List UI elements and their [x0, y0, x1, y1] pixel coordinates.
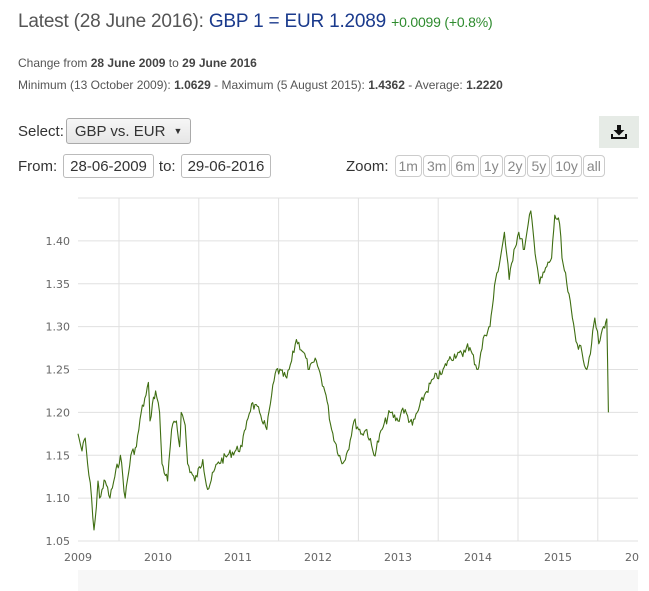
x-tick-label: 2013: [384, 551, 412, 564]
change-range-text: Change from 28 June 2009 to 29 June 2016: [18, 56, 257, 70]
latest-rate: GBP 1 = EUR 1.2089: [208, 11, 387, 32]
x-tick-label: 2014: [464, 551, 492, 564]
x-axis: 2009 2010 2011 2012 2013 2014 2015 20: [64, 551, 639, 564]
zoom-button-1y[interactable]: 1y: [479, 155, 503, 177]
avg-value: 1.2220: [466, 78, 503, 92]
max-value: 1.4362: [368, 78, 405, 92]
change-from-prefix: Change from: [18, 56, 88, 70]
zoom-button-1m[interactable]: 1m: [394, 155, 422, 177]
date-range-row: From: 28-06-2009 to: 29-06-2016: [18, 154, 272, 178]
x-tick-label: 2010: [144, 551, 172, 564]
zoom-label: Zoom:: [346, 157, 389, 175]
change-to-word: to: [168, 56, 179, 70]
zoom-button-6m[interactable]: 6m: [451, 155, 479, 177]
from-label: From:: [18, 157, 58, 175]
change-from-date: 28 June 2009: [90, 56, 166, 70]
currency-select-row: Select: GBP vs. EUR ▼: [18, 118, 192, 144]
y-tick-label: 1.40: [46, 235, 71, 248]
x-tick-label: 2011: [224, 551, 252, 564]
currency-pair-select[interactable]: GBP vs. EUR ▼: [65, 118, 192, 144]
y-tick-label: 1.20: [46, 406, 71, 419]
change-to-date: 29 June 2016: [182, 56, 257, 70]
zoom-button-all[interactable]: all: [582, 155, 605, 177]
stats-text: Minimum (13 October 2009): 1.0629 - Maxi…: [18, 78, 503, 92]
series-line: [77, 210, 609, 531]
exchange-rate-chart[interactable]: 1.051.101.151.201.251.301.351.40 2009 201…: [0, 190, 649, 570]
chart-grid: [78, 197, 638, 542]
latest-rate-headline: Latest (28 June 2016): GBP 1 = EUR 1.208…: [18, 11, 493, 33]
download-button[interactable]: [599, 116, 639, 148]
download-icon: [611, 125, 627, 139]
from-date-input[interactable]: 28-06-2009: [63, 154, 154, 178]
y-tick-label: 1.25: [46, 364, 71, 377]
zoom-button-2y[interactable]: 2y: [503, 155, 527, 177]
to-date-input[interactable]: 29-06-2016: [180, 154, 272, 178]
min-value: 1.0629: [174, 78, 211, 92]
select-label: Select:: [18, 122, 64, 140]
to-label: to:: [158, 157, 176, 175]
latest-change: +0.0099 (+0.8%): [391, 14, 493, 30]
x-tick-label: 2009: [64, 551, 92, 564]
y-tick-label: 1.10: [46, 492, 71, 505]
avg-label: - Average:: [408, 78, 463, 92]
x-tick-label: 2015: [544, 551, 572, 564]
x-tick-label: 20: [625, 551, 639, 564]
latest-label: Latest (28 June 2016):: [18, 11, 204, 32]
min-label: Minimum (13 October 2009):: [18, 78, 171, 92]
chart-navigator[interactable]: [78, 570, 638, 591]
y-tick-label: 1.30: [46, 321, 71, 334]
caret-down-icon: ▼: [173, 126, 183, 136]
zoom-controls: Zoom: 1m 3m 6m 1y 2y 5y 10y all: [346, 155, 605, 177]
y-axis: 1.05 1.10 1.15 1.20 1.25 1.30 1.35 1.40: [46, 235, 71, 548]
zoom-button-3m[interactable]: 3m: [422, 155, 451, 177]
select-value: GBP vs. EUR: [74, 122, 166, 140]
y-tick-label: 1.05: [46, 535, 71, 548]
series-layer: [77, 210, 609, 531]
max-label: - Maximum (5 August 2015):: [214, 78, 365, 92]
zoom-button-5y[interactable]: 5y: [527, 155, 551, 177]
zoom-button-10y[interactable]: 10y: [551, 155, 582, 177]
x-tick-label: 2012: [304, 551, 332, 564]
y-tick-label: 1.15: [46, 449, 71, 462]
y-tick-label: 1.35: [46, 278, 71, 291]
